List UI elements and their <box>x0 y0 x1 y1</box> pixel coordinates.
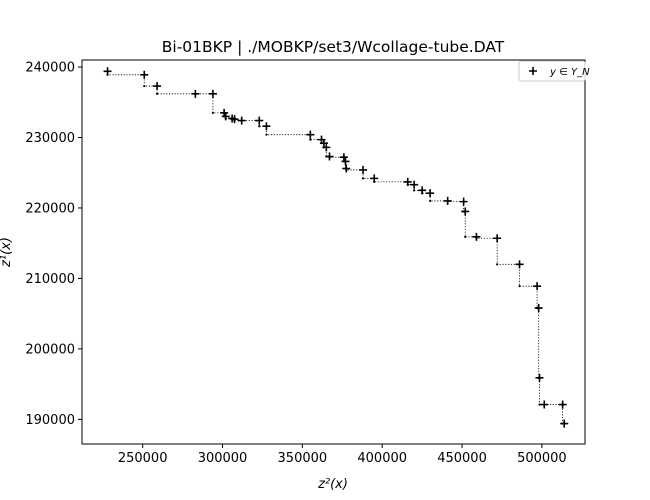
corner-dot <box>258 125 261 128</box>
y-tick-label: 220000 <box>25 201 75 216</box>
x-tick-label: 350000 <box>278 451 328 466</box>
y-axis-label: z¹(x) <box>0 237 14 268</box>
data-point <box>322 143 331 152</box>
data-point <box>262 122 271 131</box>
legend-plus-icon <box>529 67 537 75</box>
corner-dot <box>496 263 499 266</box>
data-point <box>306 130 315 139</box>
y-tick-label: 200000 <box>25 342 75 357</box>
data-point <box>220 108 229 117</box>
x-tick-label: 300000 <box>198 451 248 466</box>
y-tick-label: 230000 <box>25 131 75 146</box>
data-point <box>221 112 230 121</box>
data-point <box>341 157 350 166</box>
data-point <box>443 196 452 205</box>
data-point <box>535 373 544 382</box>
legend-box <box>518 60 586 82</box>
data-point <box>103 67 112 76</box>
corner-dot <box>361 177 365 180</box>
corner-dot <box>143 84 146 88</box>
data-point <box>403 177 412 186</box>
data-point <box>426 189 435 198</box>
data-point <box>493 234 502 243</box>
data-point <box>342 164 351 173</box>
data-point <box>461 207 470 216</box>
data-points <box>103 67 569 428</box>
x-tick-label: 450000 <box>437 451 487 466</box>
legend: y ∈ Y_N <box>518 60 590 82</box>
data-point <box>230 115 239 124</box>
legend-marker <box>529 67 537 75</box>
y-tick-label: 240000 <box>25 61 75 76</box>
corner-dot <box>464 235 467 238</box>
data-point <box>534 304 543 313</box>
connector-lines <box>106 71 565 425</box>
corner-dot <box>155 92 159 95</box>
y-tick-label: 210000 <box>25 272 75 287</box>
axis-ticks: 250000 300000 350000 400000 450000 500000 1900… <box>25 61 566 466</box>
data-point <box>325 152 334 161</box>
x-tick-label: 400000 <box>357 451 407 466</box>
corner-dot <box>429 199 432 203</box>
plot-frame <box>81 59 586 445</box>
data-point <box>208 89 217 98</box>
data-point <box>140 70 149 79</box>
x-tick-label: 500000 <box>517 451 567 466</box>
data-point <box>255 116 264 125</box>
data-point <box>153 82 162 91</box>
corner-dot <box>518 285 521 288</box>
corner-dot <box>265 133 268 136</box>
data-point <box>558 400 567 409</box>
data-point <box>540 400 549 409</box>
data-point <box>418 186 427 195</box>
data-point <box>191 89 200 98</box>
data-point <box>459 197 468 206</box>
x-tick-label: 250000 <box>118 451 168 466</box>
data-point <box>319 139 328 148</box>
data-point <box>339 153 348 162</box>
data-point <box>359 165 368 174</box>
corner-dot <box>309 138 312 141</box>
chart-title: Bi-01BKP | ./MOBKP/set3/Wcollage-tube.DA… <box>162 38 505 56</box>
data-point <box>533 282 542 291</box>
x-axis-label: z²(x) <box>317 477 348 492</box>
corner-dot <box>538 403 541 406</box>
data-point <box>410 180 419 189</box>
data-point <box>237 116 246 125</box>
staircase-connector <box>107 71 565 424</box>
y-tick-label: 190000 <box>25 413 75 428</box>
data-point <box>370 174 379 183</box>
data-point <box>515 260 524 269</box>
data-point <box>472 232 481 241</box>
legend-label: y ∈ Y_N <box>549 67 590 78</box>
data-point <box>560 419 569 428</box>
corner-dot <box>413 189 416 192</box>
corner-dot <box>211 111 215 114</box>
